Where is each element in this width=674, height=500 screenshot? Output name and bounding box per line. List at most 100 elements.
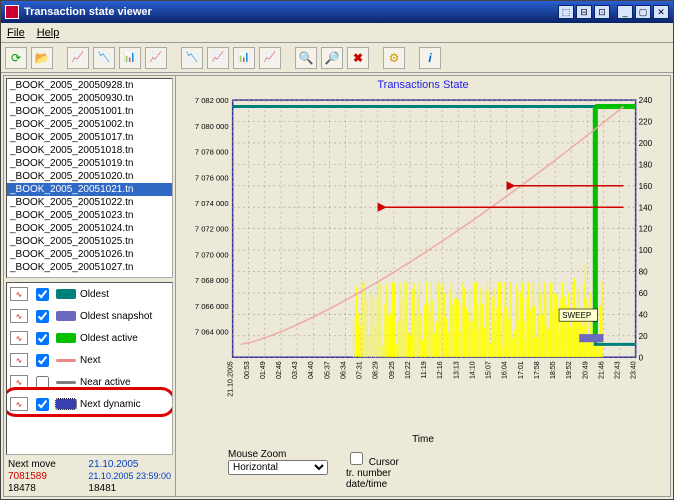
svg-text:14:10: 14:10 bbox=[468, 361, 476, 379]
file-list[interactable]: _BOOK_2005_20050928.tn_BOOK_2005_2005093… bbox=[6, 78, 173, 278]
x-axis-label: Time bbox=[176, 432, 670, 447]
svg-text:7 064 000: 7 064 000 bbox=[195, 328, 229, 337]
legend-row: ∿Near active bbox=[7, 371, 172, 393]
list-item[interactable]: _BOOK_2005_20051001.tn bbox=[7, 105, 172, 118]
svg-text:21:46: 21:46 bbox=[597, 361, 605, 379]
status-num-a: 18478 bbox=[8, 483, 82, 494]
series-swatch bbox=[56, 333, 76, 343]
series-label: Next dynamic bbox=[80, 399, 141, 410]
chart-title: Transactions State bbox=[176, 76, 670, 94]
svg-text:80: 80 bbox=[639, 268, 649, 277]
zoom-out-icon[interactable]: 🔎 bbox=[321, 47, 343, 69]
list-item[interactable]: _BOOK_2005_20051027.tn bbox=[7, 261, 172, 274]
chart-preset-6[interactable]: 📈 bbox=[207, 47, 229, 69]
series-label: Next bbox=[80, 355, 101, 366]
svg-text:7 078 000: 7 078 000 bbox=[195, 148, 229, 157]
list-item[interactable]: _BOOK_2005_20051023.tn bbox=[7, 209, 172, 222]
svg-text:220: 220 bbox=[639, 118, 653, 127]
chart-preset-4[interactable]: 📈 bbox=[145, 47, 167, 69]
info-icon[interactable]: i bbox=[419, 47, 441, 69]
extra-button-1[interactable]: ⬚ bbox=[558, 5, 574, 19]
list-item[interactable]: _BOOK_2005_20050930.tn bbox=[7, 92, 172, 105]
cursor-checkbox[interactable] bbox=[350, 452, 363, 465]
chart-preset-7[interactable]: 📊 bbox=[233, 47, 255, 69]
list-item[interactable]: _BOOK_2005_20051026.tn bbox=[7, 248, 172, 261]
svg-text:00:53: 00:53 bbox=[243, 361, 251, 379]
series-checkbox[interactable] bbox=[36, 310, 49, 323]
series-icon: ∿ bbox=[10, 353, 28, 367]
status-label: Next move bbox=[8, 459, 82, 470]
status-datetime: 21.10.2005 23:59:00 bbox=[88, 471, 171, 482]
series-label: Oldest bbox=[80, 289, 109, 300]
series-checkbox[interactable] bbox=[36, 354, 49, 367]
list-item[interactable]: _BOOK_2005_20051025.tn bbox=[7, 235, 172, 248]
list-item[interactable]: _BOOK_2005_20051022.tn bbox=[7, 196, 172, 209]
chart-preset-8[interactable]: 📈 bbox=[259, 47, 281, 69]
series-icon: ∿ bbox=[10, 331, 28, 345]
list-item[interactable]: _BOOK_2005_20051019.tn bbox=[7, 157, 172, 170]
series-swatch bbox=[56, 359, 76, 362]
svg-text:19:52: 19:52 bbox=[565, 361, 573, 379]
chart-area[interactable]: 0204060801001201401601802002202407 064 0… bbox=[180, 94, 666, 430]
legend-row: ∿ Oldest bbox=[7, 283, 172, 305]
gear-icon[interactable]: ⚙ bbox=[383, 47, 405, 69]
refresh-icon[interactable]: ⟳ bbox=[5, 47, 27, 69]
svg-text:06:34: 06:34 bbox=[339, 361, 347, 379]
list-item[interactable]: _BOOK_2005_20051021.tn bbox=[7, 183, 172, 196]
window-title: Transaction state viewer bbox=[24, 6, 558, 18]
right-pane: Transactions State 020406080100120140160… bbox=[176, 76, 670, 496]
extra-button-3[interactable]: ⊡ bbox=[594, 5, 610, 19]
svg-text:20: 20 bbox=[639, 332, 649, 341]
svg-text:7 072 000: 7 072 000 bbox=[195, 225, 229, 234]
list-item[interactable]: _BOOK_2005_20051017.tn bbox=[7, 131, 172, 144]
cursor-checkbox-row[interactable]: Cursor bbox=[346, 449, 399, 468]
menu-help[interactable]: Help bbox=[37, 27, 60, 39]
chart-preset-2[interactable]: 📉 bbox=[93, 47, 115, 69]
extra-button-2[interactable]: ⊟ bbox=[576, 5, 592, 19]
svg-text:7 074 000: 7 074 000 bbox=[195, 199, 229, 208]
series-swatch bbox=[56, 311, 76, 321]
menu-file[interactable]: File bbox=[7, 27, 25, 39]
svg-text:05:37: 05:37 bbox=[323, 361, 331, 379]
svg-text:100: 100 bbox=[639, 246, 653, 255]
tr-number-label: tr. number bbox=[346, 468, 399, 479]
close-button[interactable]: ✕ bbox=[653, 5, 669, 19]
zoom-select[interactable]: Horizontal bbox=[228, 460, 328, 475]
svg-text:20:49: 20:49 bbox=[581, 361, 589, 379]
series-checkbox[interactable] bbox=[36, 288, 49, 301]
series-label: Oldest snapshot bbox=[80, 311, 152, 322]
zoom-in-icon[interactable]: 🔍 bbox=[295, 47, 317, 69]
open-icon[interactable]: 📂 bbox=[31, 47, 53, 69]
legend-row: ∿Oldest snapshot bbox=[7, 305, 172, 327]
series-icon: ∿ bbox=[10, 287, 28, 301]
svg-text:22:43: 22:43 bbox=[614, 361, 622, 379]
svg-text:7 082 000: 7 082 000 bbox=[195, 96, 229, 105]
svg-text:12:16: 12:16 bbox=[436, 361, 444, 379]
series-icon: ∿ bbox=[10, 397, 28, 411]
svg-text:0: 0 bbox=[639, 353, 644, 362]
minimize-button[interactable]: _ bbox=[617, 5, 633, 19]
list-item[interactable]: _BOOK_2005_20050928.tn bbox=[7, 79, 172, 92]
svg-text:160: 160 bbox=[639, 182, 653, 191]
series-checkbox[interactable] bbox=[36, 376, 49, 389]
status-num-b: 18481 bbox=[88, 483, 171, 494]
cancel-icon[interactable]: ✖ bbox=[347, 47, 369, 69]
chart-preset-5[interactable]: 📉 bbox=[181, 47, 203, 69]
chart-preset-3[interactable]: 📊 bbox=[119, 47, 141, 69]
list-item[interactable]: _BOOK_2005_20051024.tn bbox=[7, 222, 172, 235]
maximize-button[interactable]: ▢ bbox=[635, 5, 651, 19]
series-checkbox[interactable] bbox=[36, 398, 49, 411]
list-item[interactable]: _BOOK_2005_20051018.tn bbox=[7, 144, 172, 157]
chart-preset-1[interactable]: 📈 bbox=[67, 47, 89, 69]
status-box: Next move 21.10.2005 7081589 21.10.2005 … bbox=[4, 457, 175, 496]
app-icon bbox=[5, 5, 19, 19]
legend-box: ∿Oldest∿Oldest snapshot∿Oldest active∿Ne… bbox=[6, 282, 173, 455]
legend-row: ∿ Next dynamic bbox=[7, 393, 172, 415]
svg-text:10:22: 10:22 bbox=[404, 361, 412, 379]
svg-text:18:55: 18:55 bbox=[549, 361, 557, 379]
svg-text:15:07: 15:07 bbox=[485, 361, 493, 379]
series-checkbox[interactable] bbox=[36, 332, 49, 345]
list-item[interactable]: _BOOK_2005_20051002.tn bbox=[7, 118, 172, 131]
svg-text:16:04: 16:04 bbox=[501, 361, 509, 379]
list-item[interactable]: _BOOK_2005_20051020.tn bbox=[7, 170, 172, 183]
